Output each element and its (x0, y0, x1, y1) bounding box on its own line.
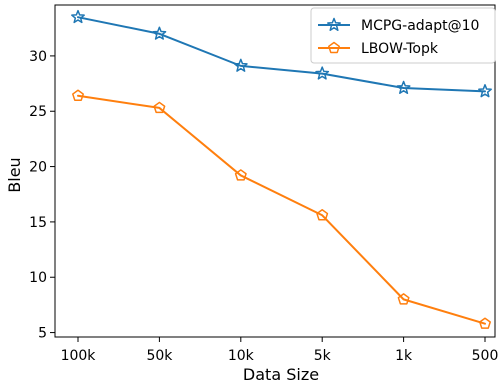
series-0-point-4 (396, 80, 411, 95)
y-tick-label-30: 30 (29, 49, 47, 65)
legend: MCPG-adapt@10 LBOW-Topk (310, 7, 496, 64)
series-1-point-0 (72, 89, 84, 101)
x-tick-label-50k: 50k (146, 348, 173, 364)
y-axis-label: Bleu (5, 157, 24, 192)
y-tick-label-15: 15 (29, 215, 47, 231)
series-line-1 (77, 94, 486, 325)
legend-marker-lbow (328, 41, 340, 54)
legend-marker-mcpg (327, 17, 341, 32)
legend-label-lbow: LBOW-Topk (361, 41, 439, 57)
x-tick-label-100k: 100k (61, 348, 97, 364)
series-1-point-5 (479, 317, 491, 329)
series-1-point-1 (153, 101, 166, 114)
legend-box (310, 7, 496, 64)
plot-frame (54, 4, 496, 338)
series-0-point-2 (233, 58, 248, 72)
y-tick-label-10: 10 (29, 270, 47, 286)
series-line-0 (77, 16, 486, 93)
y-tick-label-5: 5 (38, 326, 47, 342)
x-tick-label-5k: 5k (314, 348, 332, 364)
x-tick-label-500: 500 (472, 348, 499, 364)
series-1-point-3 (316, 209, 329, 221)
x-tick-label-10k: 10k (228, 348, 255, 364)
series-0-point-0 (71, 9, 85, 24)
series-1-point-4 (397, 293, 410, 305)
series-0-point-5 (478, 84, 492, 98)
series-0-point-1 (152, 26, 167, 40)
legend-label-mcpg: MCPG-adapt@10 (361, 18, 479, 34)
series-1-point-2 (234, 169, 247, 181)
plot-area: 5 10 15 20 25 30 100k 50k 10k 5k 1k 500 (29, 4, 499, 364)
series-0-point-3 (315, 66, 330, 80)
x-tick-label-1k: 1k (395, 348, 413, 364)
x-axis-label: Data Size (243, 365, 319, 383)
y-tick-label-25: 25 (29, 104, 47, 120)
y-tick-label-20: 20 (29, 160, 47, 176)
